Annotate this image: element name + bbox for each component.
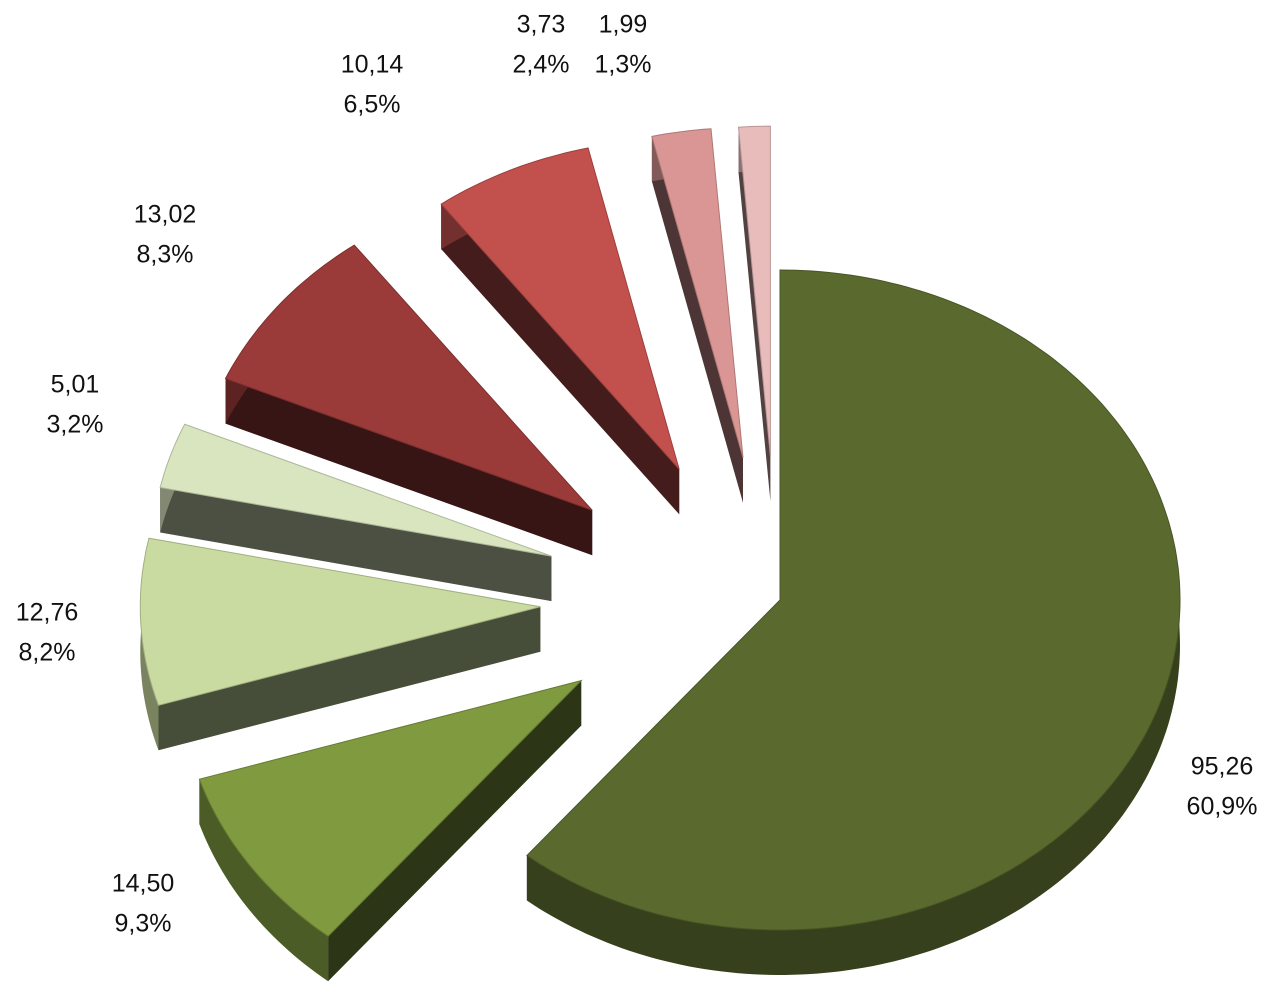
slice-side bbox=[651, 136, 743, 503]
percent-label: 2,4% bbox=[513, 51, 570, 79]
slice bbox=[159, 423, 552, 602]
slice-top bbox=[139, 537, 541, 706]
slice-side bbox=[328, 680, 582, 982]
value-label: 1,99 bbox=[599, 11, 648, 39]
slice-top bbox=[440, 147, 680, 470]
slice-top bbox=[224, 244, 593, 511]
slice bbox=[198, 679, 583, 982]
slice-wall bbox=[526, 270, 1180, 975]
percent-label: 8,3% bbox=[137, 241, 194, 269]
value-label: 13,02 bbox=[134, 201, 197, 229]
value-label: 12,76 bbox=[16, 599, 79, 627]
percent-label: 1,3% bbox=[595, 51, 652, 79]
percent-label: 60,9% bbox=[1187, 793, 1258, 821]
percent-label: 8,2% bbox=[19, 639, 76, 667]
slice-side bbox=[225, 378, 593, 556]
slice-side bbox=[158, 606, 541, 751]
slice bbox=[139, 537, 541, 751]
slice bbox=[224, 244, 593, 556]
slice-top bbox=[651, 128, 744, 458]
slice-side bbox=[738, 127, 771, 502]
slice-top bbox=[737, 125, 771, 457]
slice bbox=[737, 125, 771, 502]
slice-wall bbox=[199, 779, 329, 982]
value-label: 95,26 bbox=[1191, 753, 1254, 781]
percent-label: 3,2% bbox=[47, 411, 104, 439]
slice-side bbox=[441, 204, 680, 515]
slice-side bbox=[160, 487, 552, 602]
slice-top bbox=[198, 679, 583, 937]
percent-label: 6,5% bbox=[344, 91, 401, 119]
slice bbox=[526, 269, 1181, 975]
slice-top bbox=[526, 269, 1181, 931]
percent-label: 9,3% bbox=[115, 910, 172, 938]
slice-top bbox=[159, 423, 552, 557]
value-label: 3,73 bbox=[517, 11, 566, 39]
slice bbox=[440, 147, 680, 515]
slice bbox=[651, 128, 744, 503]
value-label: 5,01 bbox=[51, 371, 100, 399]
value-label: 14,50 bbox=[112, 870, 175, 898]
value-label: 10,14 bbox=[341, 51, 404, 79]
